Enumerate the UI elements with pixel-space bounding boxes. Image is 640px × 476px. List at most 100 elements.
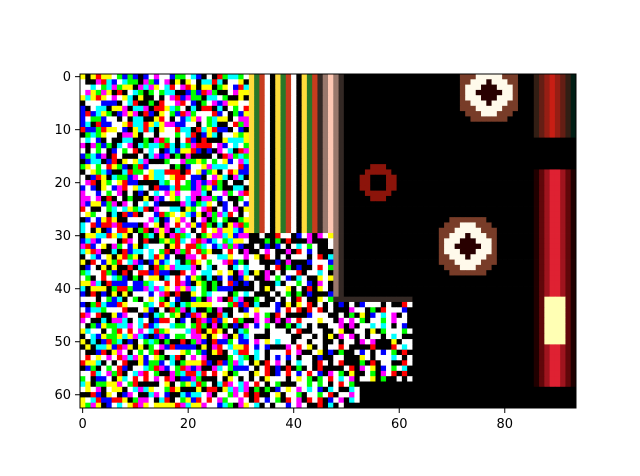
heatmap-cell	[364, 79, 371, 85]
heatmap-cell	[396, 233, 403, 239]
heatmap-cell	[533, 201, 540, 207]
heatmap-cell	[422, 100, 429, 107]
heatmap-cell	[169, 174, 176, 181]
heatmap-cell	[444, 248, 450, 255]
heatmap-cell	[343, 211, 350, 218]
heatmap-cell	[338, 333, 345, 340]
heatmap-cell	[127, 254, 134, 260]
heatmap-cell	[512, 153, 519, 160]
heatmap-cell	[459, 301, 466, 308]
heatmap-cell	[269, 153, 276, 160]
heatmap-cell	[301, 211, 308, 218]
heatmap-cell	[481, 344, 487, 351]
heatmap-cell	[111, 142, 118, 149]
heatmap-cell	[101, 100, 107, 107]
heatmap-cell	[465, 206, 471, 213]
heatmap-cell	[174, 254, 181, 260]
heatmap-cell	[512, 286, 519, 292]
heatmap-cell	[164, 344, 171, 351]
heatmap-cell	[444, 286, 450, 292]
heatmap-cell	[190, 153, 197, 160]
heatmap-cell	[465, 307, 471, 313]
heatmap-cell	[101, 264, 107, 271]
heatmap-cell	[560, 349, 566, 356]
heatmap-cell	[196, 190, 202, 197]
heatmap-cell	[306, 233, 313, 239]
heatmap-cell	[217, 174, 223, 181]
heatmap-cell	[190, 280, 197, 287]
heatmap-cell	[285, 84, 292, 91]
heatmap-cell	[143, 291, 149, 298]
heatmap-cell	[312, 164, 318, 170]
heatmap-cell	[285, 153, 292, 160]
heatmap-cell	[570, 312, 577, 319]
heatmap-cell	[243, 164, 250, 170]
heatmap-cell	[90, 84, 97, 91]
heatmap-cell	[80, 158, 86, 165]
heatmap-cell	[422, 275, 429, 282]
heatmap-cell	[211, 89, 218, 96]
heatmap-cell	[486, 185, 492, 192]
heatmap-cell	[201, 89, 208, 96]
heatmap-cell	[280, 349, 287, 356]
heatmap-cell	[417, 185, 424, 192]
heatmap-cell	[491, 259, 498, 266]
heatmap-cell	[269, 270, 276, 276]
heatmap-cell	[481, 190, 487, 197]
heatmap-cell	[517, 291, 524, 298]
heatmap-cell	[185, 243, 192, 250]
heatmap-cell	[80, 211, 86, 218]
heatmap-cell	[349, 301, 355, 308]
heatmap-cell	[317, 148, 324, 154]
heatmap-cell	[143, 344, 149, 351]
heatmap-cell	[291, 328, 297, 335]
heatmap-cell	[190, 217, 197, 223]
heatmap-cell	[164, 153, 171, 160]
heatmap-cell	[401, 243, 408, 250]
heatmap-cell	[301, 116, 308, 123]
heatmap-cell	[517, 270, 524, 276]
heatmap-cell	[422, 132, 429, 139]
heatmap-cell	[454, 227, 461, 234]
heatmap-cell	[475, 275, 482, 282]
heatmap-cell	[396, 100, 403, 107]
heatmap-cell	[259, 349, 266, 356]
heatmap-cell	[507, 190, 514, 197]
heatmap-cell	[95, 222, 102, 229]
heatmap-cell	[106, 84, 113, 91]
heatmap-cell	[349, 259, 355, 266]
heatmap-cell	[111, 95, 118, 101]
heatmap-cell	[101, 291, 107, 298]
heatmap-cell	[401, 137, 408, 144]
heatmap-cell	[306, 280, 313, 287]
heatmap-cell	[174, 84, 181, 91]
heatmap-cell	[370, 195, 376, 202]
heatmap-cell	[90, 259, 97, 266]
heatmap-cell	[222, 105, 229, 112]
heatmap-cell	[333, 307, 339, 313]
heatmap-cell	[533, 121, 540, 128]
heatmap-cell	[475, 301, 482, 308]
heatmap-cell	[148, 312, 155, 319]
heatmap-cell	[496, 312, 503, 319]
heatmap-cell	[333, 323, 339, 329]
heatmap-cell	[444, 296, 450, 303]
heatmap-cell	[343, 174, 350, 181]
heatmap-cell	[359, 111, 366, 117]
heatmap-cell	[386, 190, 392, 197]
heatmap-cell	[481, 121, 487, 128]
heatmap-cell	[233, 105, 239, 112]
heatmap-cell	[481, 105, 487, 112]
heatmap-cell	[475, 201, 482, 207]
heatmap-cell	[328, 243, 334, 250]
heatmap-cell	[417, 201, 424, 207]
heatmap-cell	[233, 349, 239, 356]
heatmap-cell	[507, 296, 514, 303]
heatmap-cell	[169, 180, 176, 186]
heatmap-cell	[222, 339, 229, 345]
heatmap-cell	[407, 132, 413, 139]
heatmap-cell	[570, 317, 577, 324]
heatmap-cell	[539, 323, 545, 329]
heatmap-cell	[370, 349, 376, 356]
heatmap-cell	[85, 301, 91, 308]
